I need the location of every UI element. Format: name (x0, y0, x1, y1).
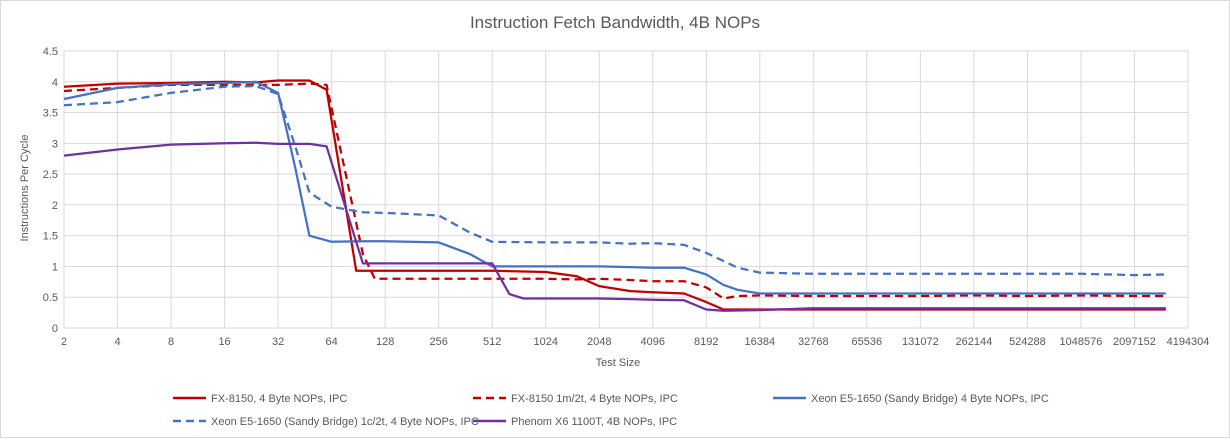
x-tick-label: 128 (376, 336, 394, 348)
legend-label-1: FX-8150, 4 Byte NOPs, IPC (211, 393, 347, 405)
x-tick-label: 16 (218, 336, 230, 348)
gridlines (63, 50, 1189, 329)
y-axis-ticks: 0 0.5 1 1.5 2 2.5 3 3.5 4 4.5 (43, 46, 58, 335)
y-axis-label: Instructions Per Cycle (19, 135, 31, 242)
x-axis-ticks: 2 4 8 16 32 64 128 256 512 1024 2048 4096 8192 16384 3… (61, 336, 1209, 348)
y-tick-label: 4.5 (43, 46, 58, 58)
x-tick-label: 8 (168, 336, 174, 348)
y-tick-label: 3.5 (43, 108, 58, 120)
x-tick-label: 2097152 (1113, 336, 1156, 348)
y-tick-label: 3 (52, 138, 58, 150)
x-axis-label: Test Size (596, 357, 641, 369)
x-tick-label: 131072 (902, 336, 939, 348)
series-line-4 (63, 84, 1166, 277)
x-tick-label: 32768 (798, 336, 829, 348)
y-tick-label: 2.5 (43, 169, 58, 181)
y-tick-label: 4 (52, 77, 58, 89)
x-tick-label: 262144 (956, 336, 993, 348)
x-tick-label: 512 (483, 336, 501, 348)
y-tick-label: 1.5 (43, 231, 58, 243)
x-tick-label: 2048 (587, 336, 611, 348)
y-tick-label: 2 (52, 200, 58, 212)
y-tick-label: 0 (52, 323, 58, 335)
x-tick-label: 2 (61, 336, 67, 348)
legend: FX-8150, 4 Byte NOPs, IPC FX-8150 1m/2t, … (173, 393, 1049, 428)
x-tick-label: 256 (429, 336, 447, 348)
series-line-1 (63, 79, 1166, 311)
x-tick-label: 65536 (852, 336, 883, 348)
x-tick-label: 1024 (533, 336, 557, 348)
y-tick-label: 0.5 (43, 292, 58, 304)
x-tick-label: 32 (272, 336, 284, 348)
legend-label-4: Xeon E5-1650 (Sandy Bridge) 1c/2t, 4 Byt… (211, 416, 479, 428)
legend-label-5: Phenom X6 1100T, 4B NOPs, IPC (511, 416, 677, 428)
x-tick-label: 4 (114, 336, 120, 348)
series-line-2 (63, 82, 1166, 300)
series-line-3 (63, 80, 1166, 295)
x-tick-label: 8192 (694, 336, 718, 348)
x-tick-label: 4096 (641, 336, 665, 348)
series-line-5 (63, 141, 1166, 312)
legend-label-3: Xeon E5-1650 (Sandy Bridge) 4 Byte NOPs,… (811, 393, 1049, 405)
x-tick-label: 64 (325, 336, 337, 348)
x-tick-label: 1048576 (1060, 336, 1103, 348)
x-tick-label: 4194304 (1167, 336, 1210, 348)
chart-title: Instruction Fetch Bandwidth, 4B NOPs (470, 13, 760, 32)
y-tick-label: 1 (52, 261, 58, 273)
x-tick-label: 524288 (1009, 336, 1046, 348)
series-lines (63, 79, 1166, 312)
legend-label-2: FX-8150 1m/2t, 4 Byte NOPs, IPC (511, 393, 678, 405)
x-tick-label: 16384 (745, 336, 776, 348)
